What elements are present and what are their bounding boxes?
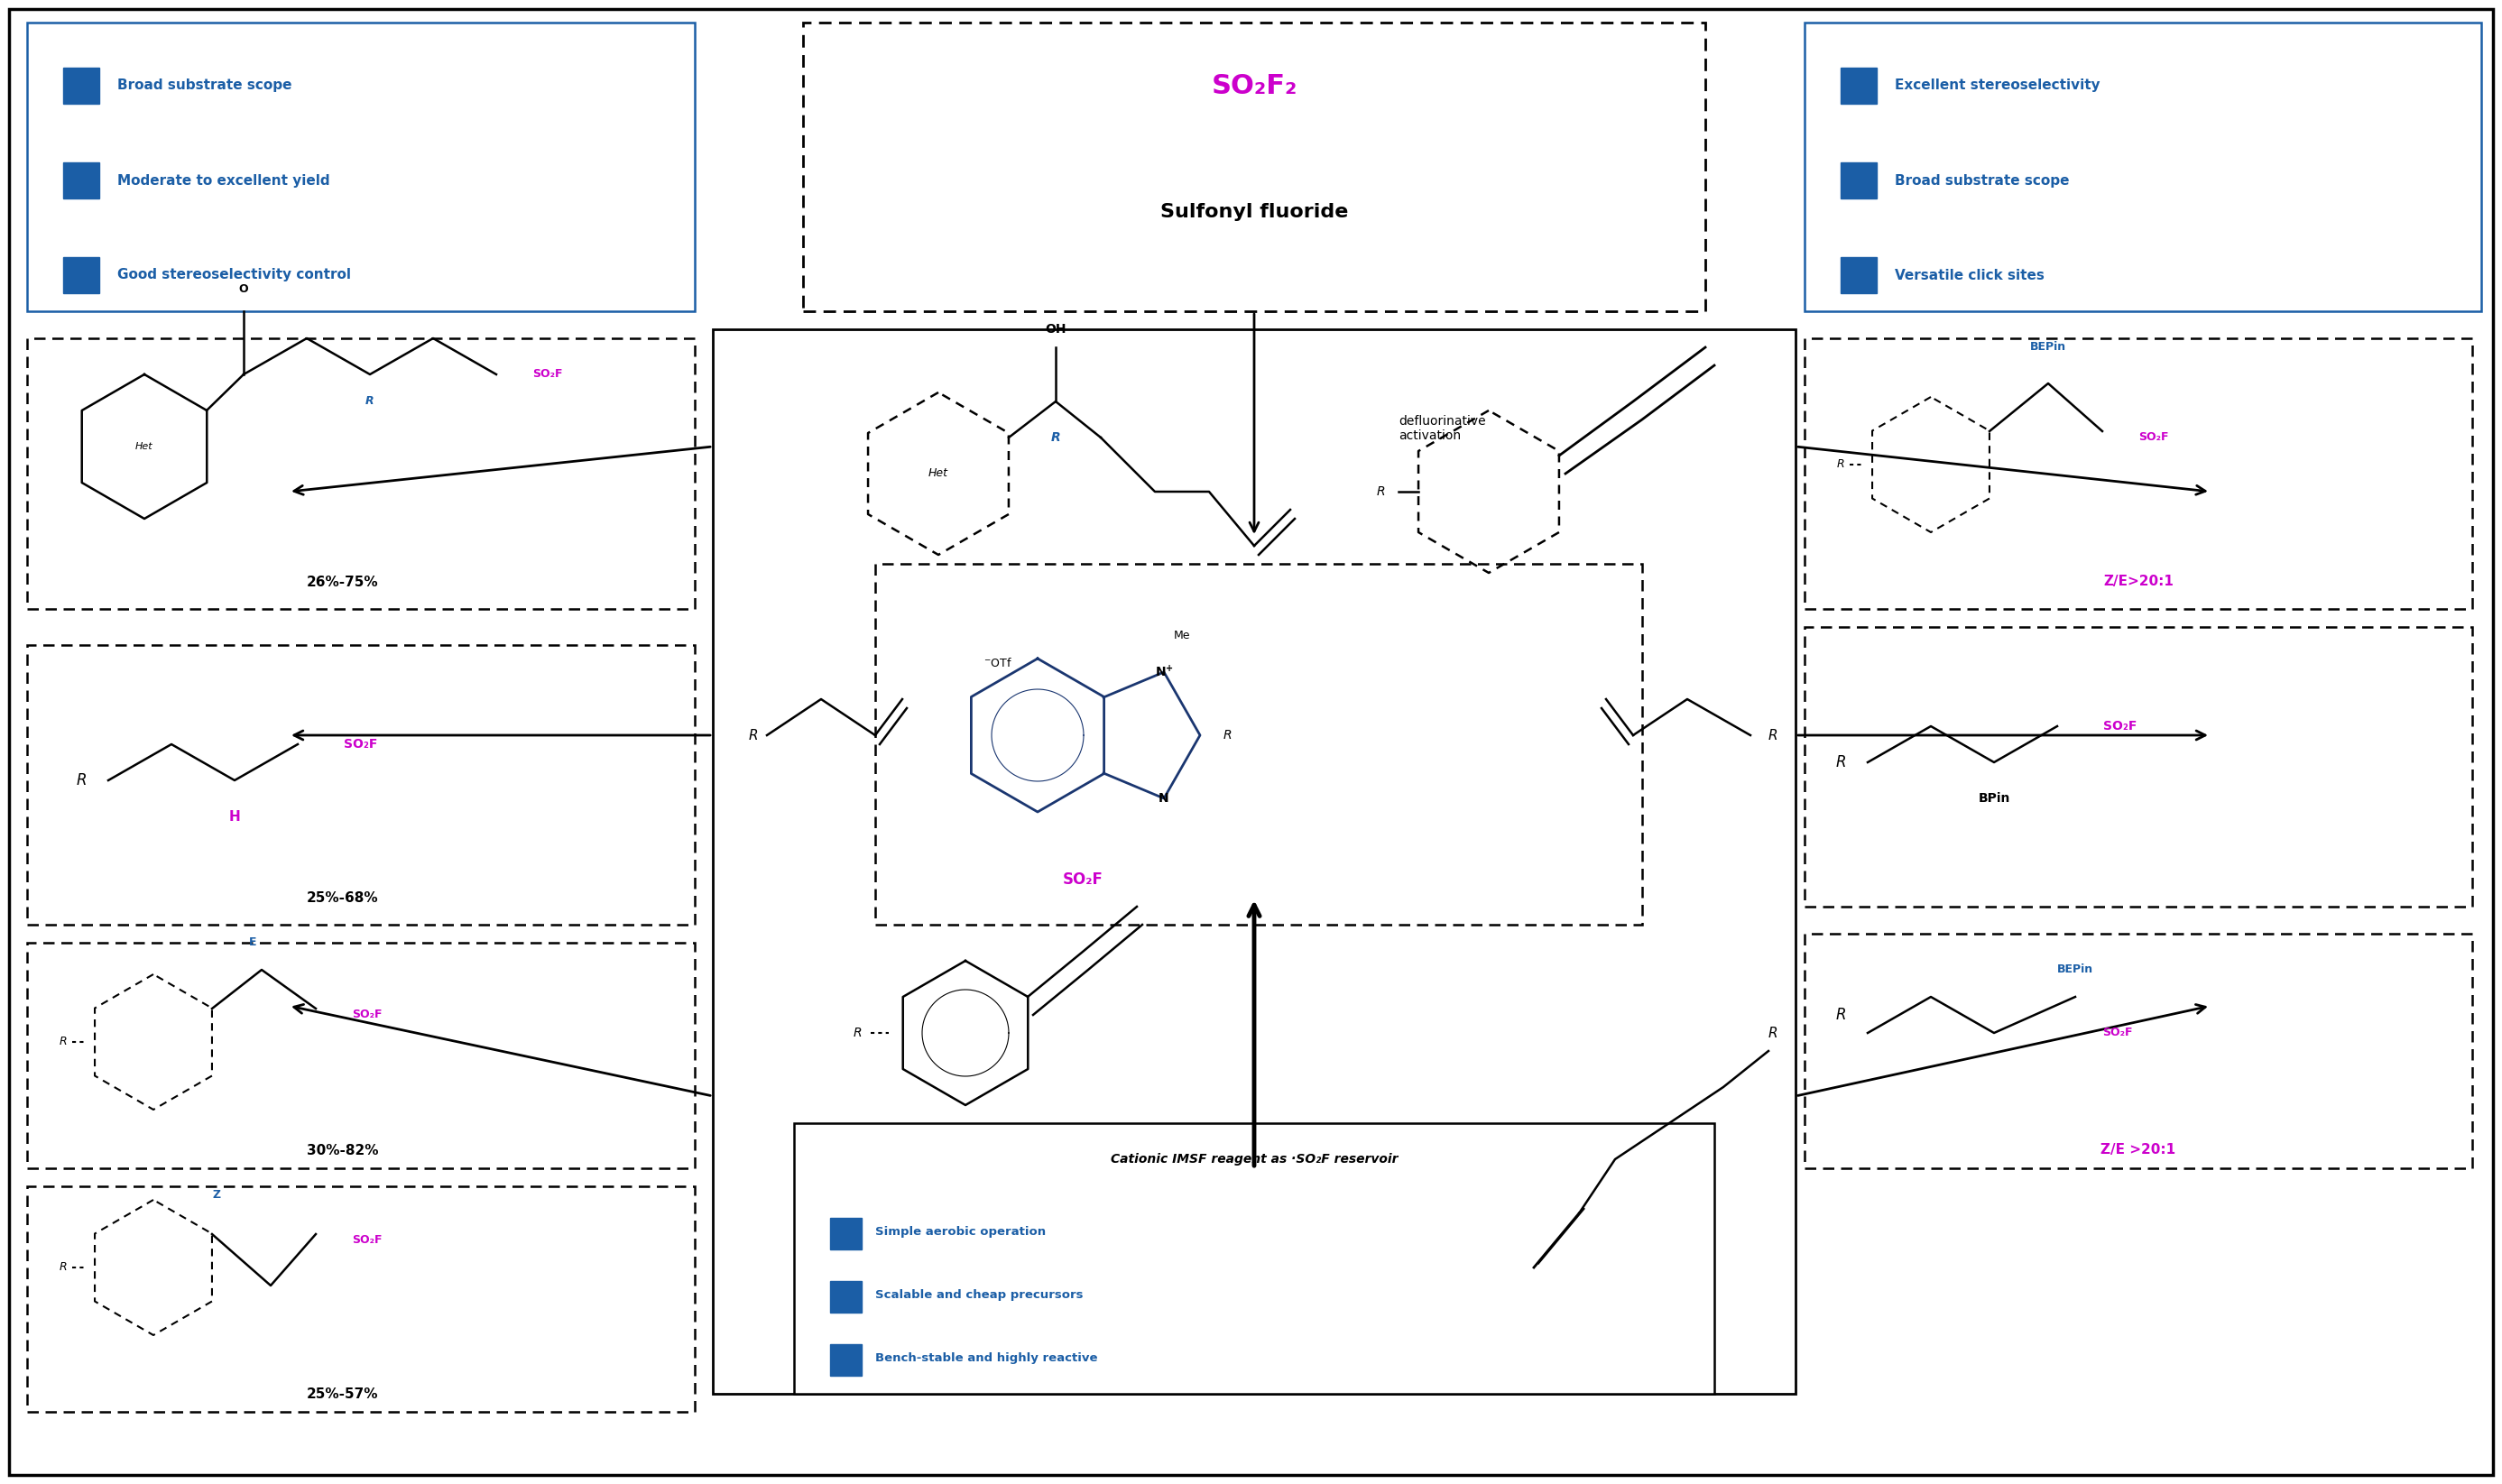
Text: Versatile click sites: Versatile click sites (1894, 269, 2044, 282)
Bar (831, 1345, 861, 1376)
Bar (831, 1218, 861, 1250)
Bar (28, 1186, 696, 1411)
Bar (1841, 68, 1876, 104)
Bar (803, 22, 1706, 312)
Text: Z/E>20:1: Z/E>20:1 (2104, 576, 2174, 589)
Text: BEPin: BEPin (2057, 965, 2094, 975)
Text: R: R (60, 1261, 68, 1273)
Text: R: R (1769, 1025, 1779, 1040)
Bar (876, 564, 1641, 925)
Bar (1804, 933, 2472, 1168)
Text: $\mathregular{^{-}}$OTf: $\mathregular{^{-}}$OTf (983, 657, 1013, 669)
Text: SO₂F: SO₂F (1063, 871, 1103, 887)
Bar (63, 162, 100, 199)
Text: E: E (248, 936, 258, 948)
Bar (63, 257, 100, 294)
Text: SO₂F: SO₂F (345, 738, 378, 751)
Bar (1804, 22, 2482, 312)
Text: SO₂F: SO₂F (533, 368, 563, 380)
Text: R: R (1376, 485, 1384, 499)
Text: O: O (238, 283, 248, 294)
Bar (1841, 257, 1876, 294)
Text: 26%-75%: 26%-75% (308, 576, 378, 589)
Bar (28, 942, 696, 1168)
Text: SO₂F: SO₂F (2139, 432, 2169, 444)
Text: Broad substrate scope: Broad substrate scope (118, 79, 293, 92)
Text: R: R (1769, 729, 1779, 742)
Text: R: R (1051, 432, 1061, 444)
Text: Bench-stable and highly reactive: Bench-stable and highly reactive (876, 1352, 1098, 1364)
Text: Moderate to excellent yield: Moderate to excellent yield (118, 174, 330, 187)
Text: Z/E >20:1: Z/E >20:1 (2102, 1144, 2177, 1158)
Text: Simple aerobic operation: Simple aerobic operation (876, 1226, 1046, 1238)
Bar (28, 646, 696, 925)
Bar (793, 1123, 1714, 1393)
Text: R: R (1223, 729, 1231, 742)
Text: R: R (60, 1036, 68, 1048)
Text: Good stereoselectivity control: Good stereoselectivity control (118, 269, 350, 282)
Text: SO₂F: SO₂F (2102, 1027, 2132, 1039)
Text: Sulfonyl fluoride: Sulfonyl fluoride (1161, 203, 1349, 221)
Bar (713, 329, 1796, 1393)
Text: Excellent stereoselectivity: Excellent stereoselectivity (1894, 79, 2099, 92)
Bar (1804, 338, 2472, 608)
Bar (1841, 162, 1876, 199)
Text: Z: Z (213, 1190, 220, 1201)
Text: defluorinative
activation: defluorinative activation (1399, 416, 1486, 442)
Text: 30%-82%: 30%-82% (308, 1144, 378, 1158)
Text: Scalable and cheap precursors: Scalable and cheap precursors (876, 1288, 1083, 1300)
Text: R: R (853, 1027, 861, 1039)
Text: SO₂F₂: SO₂F₂ (1211, 73, 1296, 99)
Text: BPin: BPin (1979, 792, 2009, 804)
Text: Het: Het (928, 467, 948, 479)
Text: SO₂F: SO₂F (2104, 720, 2137, 733)
Text: SO₂F: SO₂F (353, 1235, 383, 1247)
Text: Het: Het (135, 442, 153, 451)
Bar (831, 1281, 861, 1312)
Text: 25%-57%: 25%-57% (308, 1388, 378, 1401)
Text: 25%-68%: 25%-68% (308, 890, 378, 904)
Bar (28, 22, 696, 312)
Text: R: R (365, 396, 375, 407)
Text: H: H (228, 810, 240, 824)
Text: R: R (75, 772, 88, 788)
Text: SO₂F: SO₂F (353, 1009, 383, 1021)
Text: Cationic IMSF reagent as ·SO₂F reservoir: Cationic IMSF reagent as ·SO₂F reservoir (1111, 1153, 1399, 1165)
Text: R: R (1836, 459, 1844, 470)
Bar (28, 338, 696, 608)
Text: R: R (748, 729, 758, 742)
Bar (1804, 626, 2472, 907)
Text: R: R (1836, 1006, 1846, 1022)
Text: N: N (1158, 792, 1168, 804)
Text: Broad substrate scope: Broad substrate scope (1894, 174, 2069, 187)
Bar (63, 68, 100, 104)
Text: Me: Me (1173, 631, 1191, 643)
Text: OH: OH (1046, 324, 1066, 335)
Text: N$\mathregular{^{+}}$: N$\mathregular{^{+}}$ (1153, 665, 1173, 680)
Text: R: R (1836, 754, 1846, 770)
Text: BEPin: BEPin (2029, 341, 2067, 353)
